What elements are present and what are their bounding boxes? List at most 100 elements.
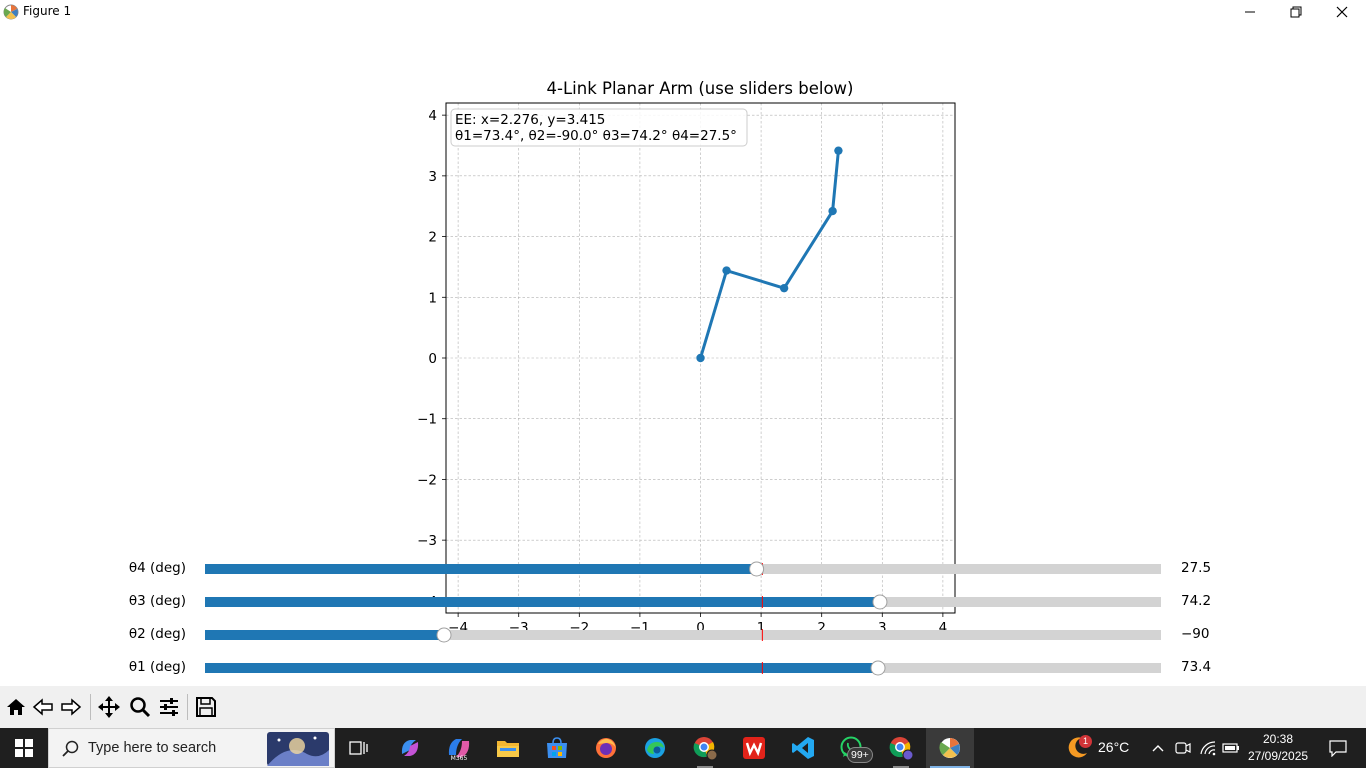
- active-window-indicator: [930, 766, 970, 768]
- y-tick-label: 3: [428, 169, 437, 185]
- slider-handle[interactable]: [872, 594, 888, 610]
- search-highlight-image-icon: [267, 732, 329, 766]
- minimize-icon: [1245, 11, 1255, 13]
- y-tick-label: −3: [417, 533, 437, 549]
- y-tick-label: −1: [417, 412, 437, 428]
- zoom-button[interactable]: [127, 694, 153, 720]
- wps-icon: [743, 737, 765, 759]
- slider-value: 73.4: [1181, 659, 1212, 675]
- chevron-up-icon: [1152, 745, 1164, 752]
- task-view-button[interactable]: [335, 728, 383, 768]
- taskbar-file-explorer[interactable]: [484, 728, 532, 768]
- taskbar-search-box[interactable]: Type here to search: [48, 728, 335, 768]
- taskbar-vscode[interactable]: [779, 728, 827, 768]
- slider-handle[interactable]: [749, 561, 765, 577]
- clock-time: 20:38: [1263, 732, 1294, 746]
- firefox-icon: [596, 738, 616, 758]
- joint-marker: [696, 353, 705, 363]
- taskbar-firefox[interactable]: [582, 728, 630, 768]
- sliders: [205, 561, 1161, 676]
- store-icon: [547, 737, 567, 758]
- chrome-icon: [889, 737, 914, 761]
- copilot-icon: [401, 740, 419, 756]
- battery-icon: [1222, 743, 1239, 753]
- configure-subplots-button[interactable]: [156, 694, 182, 720]
- pan-button[interactable]: [96, 694, 122, 720]
- folder-icon: [497, 741, 519, 757]
- slider-2[interactable]: [205, 594, 1161, 610]
- slider-fill: [205, 630, 444, 640]
- slider-4[interactable]: [205, 660, 1161, 676]
- ee-annotation-box: EE: x=2.276, y=3.415 θ1=73.4°, θ2=-90.0°…: [450, 108, 748, 147]
- back-button[interactable]: [30, 694, 56, 720]
- clock[interactable]: 20:38 27/09/2025: [1244, 728, 1314, 768]
- show-hidden-icons-button[interactable]: [1148, 728, 1168, 768]
- running-indicator: [893, 766, 909, 768]
- x-tick-label: 4: [939, 620, 948, 636]
- close-button[interactable]: [1319, 0, 1365, 24]
- joint-marker: [834, 146, 843, 155]
- chart-title: 4-Link Planar Arm (use sliders below): [547, 79, 854, 98]
- slider-fill: [205, 597, 880, 607]
- y-tick-label: 0: [428, 351, 437, 367]
- taskbar-whatsapp[interactable]: 99+: [828, 728, 876, 768]
- slider-3[interactable]: [205, 627, 1161, 643]
- taskbar-copilot[interactable]: [386, 728, 434, 768]
- slider-handle[interactable]: [436, 627, 452, 643]
- windows-logo-icon: [15, 739, 33, 757]
- slider-label: θ4 (deg): [128, 560, 186, 576]
- toolbar-separator: [90, 694, 91, 720]
- x-tick-label: 3: [878, 620, 887, 636]
- save-icon: [196, 697, 216, 717]
- weather-widget[interactable]: 1 26°C: [1062, 728, 1152, 768]
- minimize-button[interactable]: [1227, 0, 1273, 24]
- network-tray[interactable]: [1196, 728, 1220, 768]
- clock-date: 27/09/2025: [1248, 749, 1309, 763]
- slider-track: [205, 630, 1161, 640]
- meet-now-tray[interactable]: [1172, 728, 1194, 768]
- back-icon: [32, 698, 53, 716]
- home-button[interactable]: [3, 694, 29, 720]
- slider-handle[interactable]: [870, 660, 886, 676]
- taskbar-python-figure[interactable]: [926, 728, 974, 768]
- windows-taskbar: Type here to search M365: [0, 728, 1366, 768]
- slider-1[interactable]: [205, 561, 1161, 577]
- svg-text:M365: M365: [451, 755, 468, 761]
- configure-icon: [160, 698, 178, 716]
- ee-position-text: EE: x=2.276, y=3.415: [455, 112, 605, 128]
- taskbar-wps-office[interactable]: [730, 728, 778, 768]
- forward-button[interactable]: [58, 694, 84, 720]
- weather-badge: 1: [1079, 735, 1092, 748]
- restore-icon: [1290, 6, 1302, 18]
- slider-value: −90: [1181, 626, 1210, 642]
- joint-marker: [722, 266, 731, 275]
- taskbar-microsoft-store[interactable]: [533, 728, 581, 768]
- taskbar-chrome-profile-2[interactable]: [877, 728, 925, 768]
- slider-fill: [205, 663, 879, 673]
- battery-tray[interactable]: [1220, 728, 1242, 768]
- camera-icon: [1175, 742, 1191, 754]
- window-title: Figure 1: [23, 4, 72, 18]
- task-view-icon: [349, 741, 368, 755]
- slider-label: θ3 (deg): [128, 593, 186, 609]
- search-placeholder: Type here to search: [88, 740, 217, 756]
- whatsapp-badge: 99+: [847, 747, 873, 763]
- chrome-icon: [693, 737, 718, 761]
- wifi-icon: [1200, 741, 1216, 756]
- taskbar-edge[interactable]: [631, 728, 679, 768]
- taskbar-m365[interactable]: M365: [435, 728, 483, 768]
- y-tick-label: 1: [428, 290, 437, 306]
- toolbar-separator: [187, 694, 188, 720]
- y-tick-label: −2: [417, 472, 437, 488]
- search-icon: [62, 740, 79, 757]
- joint-angles-text: θ1=73.4°, θ2=-90.0° θ3=74.2° θ4=27.5°: [455, 128, 737, 144]
- matplotlib-app-icon: [3, 4, 19, 20]
- notifications-button[interactable]: [1318, 728, 1358, 768]
- taskbar-chrome-profile-1[interactable]: [681, 728, 729, 768]
- save-button[interactable]: [193, 694, 219, 720]
- restore-button[interactable]: [1273, 0, 1319, 24]
- start-button[interactable]: [0, 728, 48, 768]
- slider-label: θ1 (deg): [128, 659, 186, 675]
